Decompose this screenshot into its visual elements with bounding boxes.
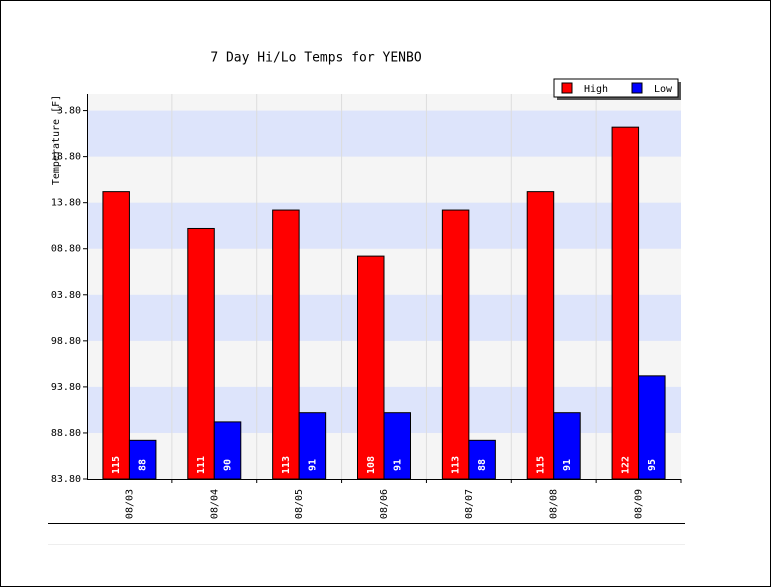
legend-swatch <box>631 82 643 94</box>
x-tick-label: 08/04 <box>209 489 220 519</box>
value-label: 90 <box>223 459 234 471</box>
bar <box>357 255 385 480</box>
value-label: 91 <box>392 459 403 471</box>
x-tick-label: 08/09 <box>634 489 645 519</box>
value-label: 95 <box>647 459 658 471</box>
bar <box>611 126 640 480</box>
value-label: 88 <box>477 459 488 471</box>
value-label: 115 <box>111 456 122 474</box>
bar <box>526 191 555 480</box>
y-axis-label: Temperature [F] <box>51 95 62 185</box>
bar <box>638 375 666 480</box>
bar <box>383 412 411 480</box>
bar <box>102 191 130 480</box>
legend-label: Low <box>654 84 673 95</box>
chart-title: 7 Day Hi/Lo Temps for YENBO <box>210 51 421 66</box>
value-label: 88 <box>138 459 149 471</box>
bar <box>441 209 470 480</box>
value-label: 113 <box>281 456 292 474</box>
bar <box>553 412 581 480</box>
y-tick-label: 13.80 <box>51 198 81 209</box>
value-label: 108 <box>366 456 377 474</box>
legend <box>553 78 679 98</box>
value-label: 91 <box>562 459 573 471</box>
x-tick-label: 08/03 <box>124 489 135 519</box>
bar <box>272 209 300 480</box>
value-label: 91 <box>307 459 318 471</box>
legend-label: High <box>584 84 608 95</box>
y-tick-label: 18.80 <box>51 152 81 163</box>
bar <box>187 227 215 480</box>
bar <box>468 439 496 480</box>
x-tick-label: 08/06 <box>379 489 390 519</box>
bar <box>298 412 327 480</box>
y-tick-label: 83.80 <box>51 474 81 485</box>
grid-band <box>87 110 681 157</box>
y-tick-label: 08.80 <box>51 244 81 255</box>
value-label: 111 <box>196 456 207 474</box>
y-tick-label: 3.80 <box>57 106 81 117</box>
x-tick-label: 08/08 <box>549 489 560 519</box>
y-tick-label: 88.80 <box>51 428 81 439</box>
legend-swatch <box>561 82 573 94</box>
bar <box>213 421 242 480</box>
y-tick-label: 98.80 <box>51 336 81 347</box>
value-label: 115 <box>535 456 546 474</box>
bar <box>128 439 157 480</box>
y-tick-label: 93.80 <box>51 382 81 393</box>
x-tick-label: 08/07 <box>464 489 475 519</box>
plot: 115 88 111 90 113 91 108 91 113 88 115 91 122 95 <box>102 126 666 480</box>
value-label: 122 <box>620 456 631 474</box>
y-tick-label: 03.80 <box>51 290 81 301</box>
value-label: 113 <box>451 456 462 474</box>
grid-band <box>87 202 681 249</box>
x-tick-label: 08/05 <box>294 489 305 519</box>
